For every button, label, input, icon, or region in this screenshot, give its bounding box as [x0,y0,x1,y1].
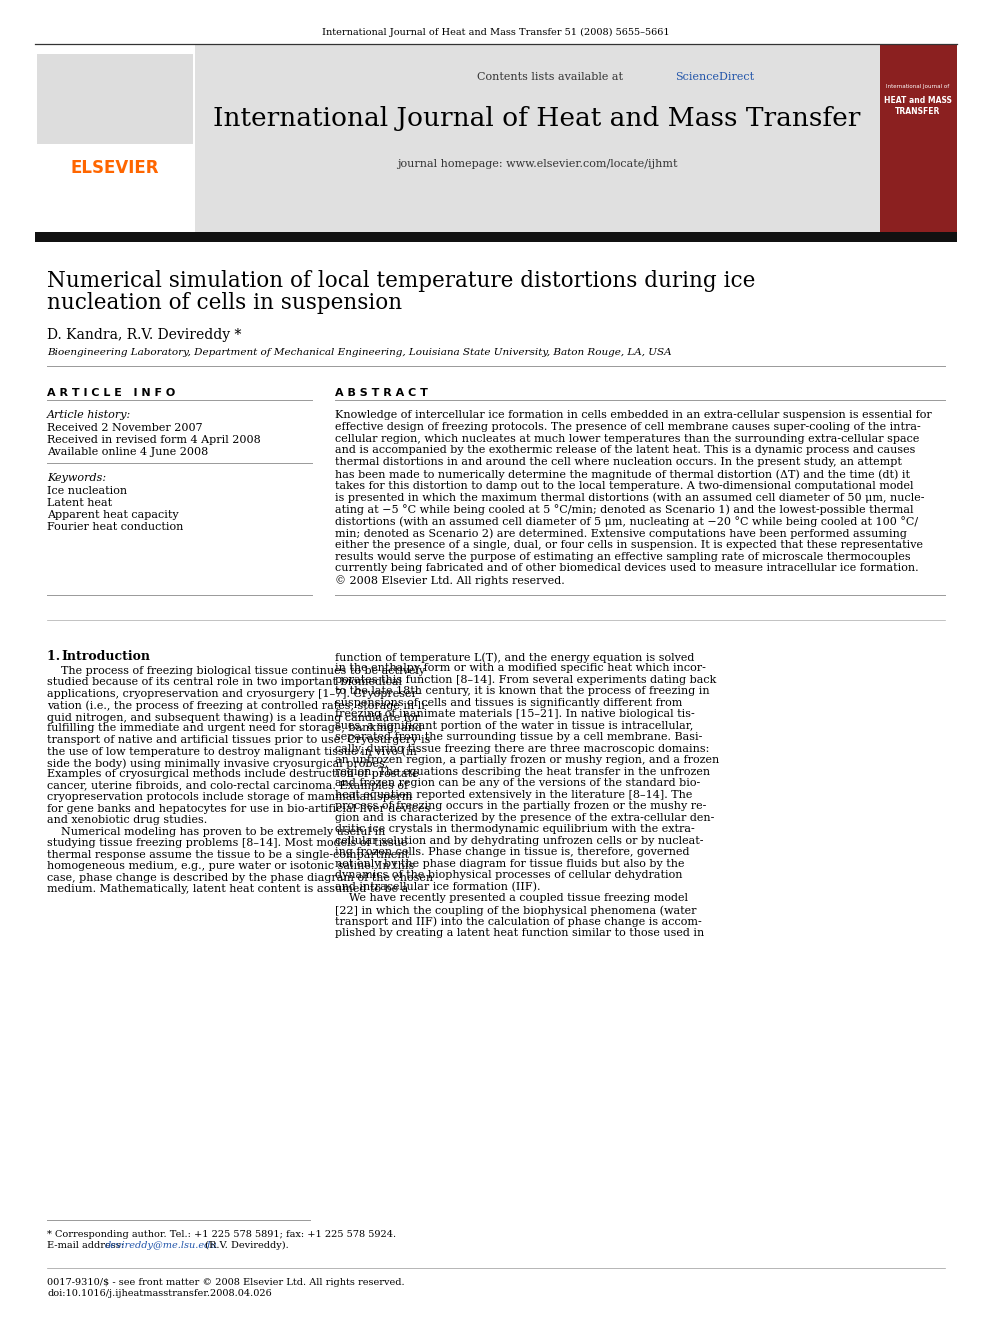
Text: is presented in which the maximum thermal distortions (with an assumed cell diam: is presented in which the maximum therma… [335,492,925,503]
Text: an unfrozen region, a partially frozen or mushy region, and a frozen: an unfrozen region, a partially frozen o… [335,755,719,766]
Text: quid nitrogen, and subsequent thawing) is a leading candidate for: quid nitrogen, and subsequent thawing) i… [47,712,420,722]
Text: (R.V. Devireddy).: (R.V. Devireddy). [202,1241,289,1250]
Text: TRANSFER: TRANSFER [896,107,940,116]
Text: function of temperature L(T), and the energy equation is solved: function of temperature L(T), and the en… [335,652,694,663]
Text: International Journal of Heat and Mass Transfer 51 (2008) 5655–5661: International Journal of Heat and Mass T… [322,28,670,37]
Text: region. The equations describing the heat transfer in the unfrozen: region. The equations describing the hea… [335,767,710,777]
Text: 1.: 1. [47,650,64,663]
Text: ing frozen cells. Phase change in tissue is, therefore, governed: ing frozen cells. Phase change in tissue… [335,848,689,857]
Text: freezing of inanimate materials [15–21]. In native biological tis-: freezing of inanimate materials [15–21].… [335,709,694,720]
Text: D. Kandra, R.V. Devireddy *: D. Kandra, R.V. Devireddy * [47,328,241,343]
Text: Introduction: Introduction [61,650,150,663]
Text: transport and IIF) into the calculation of phase change is accom-: transport and IIF) into the calculation … [335,917,701,927]
Text: takes for this distortion to damp out to the local temperature. A two-dimensiona: takes for this distortion to damp out to… [335,480,914,491]
Text: cellular solution and by dehydrating unfrozen cells or by nucleat-: cellular solution and by dehydrating unf… [335,836,703,845]
Text: distortions (with an assumed cell diameter of 5 μm, nucleating at −20 °C while b: distortions (with an assumed cell diamet… [335,516,919,527]
Text: vation (i.e., the process of freezing at controlled rates, storage in li-: vation (i.e., the process of freezing at… [47,700,429,710]
Text: Contents lists available at: Contents lists available at [477,71,627,82]
Text: gion and is characterized by the presence of the extra-cellular den-: gion and is characterized by the presenc… [335,814,714,823]
Text: Available online 4 June 2008: Available online 4 June 2008 [47,447,208,456]
Text: Latent heat: Latent heat [47,497,112,508]
Text: 0017-9310/$ - see front matter © 2008 Elsevier Ltd. All rights reserved.: 0017-9310/$ - see front matter © 2008 El… [47,1278,405,1287]
Text: E-mail address:: E-mail address: [47,1241,127,1250]
Text: medium. Mathematically, latent heat content is assumed to be a: medium. Mathematically, latent heat cont… [47,885,409,894]
Text: Numerical simulation of local temperature distortions during ice: Numerical simulation of local temperatur… [47,270,755,292]
Text: ELSEVIER: ELSEVIER [70,159,160,177]
Text: Keywords:: Keywords: [47,474,106,483]
Text: [22] in which the coupling of the biophysical phenomena (water: [22] in which the coupling of the biophy… [335,905,696,916]
Text: sues, a significant portion of the water in tissue is intracellular,: sues, a significant portion of the water… [335,721,693,732]
Text: Knowledge of intercellular ice formation in cells embedded in an extra-cellular : Knowledge of intercellular ice formation… [335,410,931,419]
Text: has been made to numerically determine the magnitude of thermal distortion (ΔT) : has been made to numerically determine t… [335,468,910,479]
Text: Ice nucleation: Ice nucleation [47,486,127,496]
Text: separated from the surrounding tissue by a cell membrane. Basi-: separated from the surrounding tissue by… [335,733,702,742]
Text: the use of low temperature to destroy malignant tissue in vivo (in-: the use of low temperature to destroy ma… [47,746,421,757]
Bar [880,44,957,232]
Text: cally, during tissue freezing there are three macroscopic domains:: cally, during tissue freezing there are … [335,744,709,754]
Text: Numerical modeling has proven to be extremely useful in: Numerical modeling has proven to be extr… [47,827,385,837]
Text: Apparent heat capacity: Apparent heat capacity [47,509,179,520]
Text: applications, cryopreservation and cryosurgery [1–7]. Cryopreser-: applications, cryopreservation and cryos… [47,689,421,699]
Text: heat equation reported extensively in the literature [8–14]. The: heat equation reported extensively in th… [335,790,692,800]
Text: not only by the phase diagram for tissue fluids but also by the: not only by the phase diagram for tissue… [335,859,684,869]
Text: to the late 18th century, it is known that the process of freezing in: to the late 18th century, it is known th… [335,687,709,696]
Text: for gene banks and hepatocytes for use in bio-artificial liver devices: for gene banks and hepatocytes for use i… [47,804,431,814]
Text: journal homepage: www.elsevier.com/locate/ijhmt: journal homepage: www.elsevier.com/locat… [397,159,678,169]
Text: Examples of cryosurgical methods include destruction of prostate: Examples of cryosurgical methods include… [47,770,419,779]
Text: dritic ice crystals in thermodynamic equilibrium with the extra-: dritic ice crystals in thermodynamic equ… [335,824,694,835]
Text: ating at −5 °C while being cooled at 5 °C/min; denoted as Scenario 1) and the lo: ating at −5 °C while being cooled at 5 °… [335,504,914,515]
Text: A R T I C L E   I N F O: A R T I C L E I N F O [47,388,176,398]
Text: plished by creating a latent heat function similar to those used in: plished by creating a latent heat functi… [335,927,704,938]
Text: results would serve the purpose of estimating an effective sampling rate of micr: results would serve the purpose of estim… [335,552,911,561]
Text: cancer, uterine fibroids, and colo-rectal carcinoma. Examples of: cancer, uterine fibroids, and colo-recta… [47,781,408,791]
Text: ScienceDirect: ScienceDirect [675,71,754,82]
Text: Article history:: Article history: [47,410,131,419]
Text: International Journal of: International Journal of [887,83,949,89]
Text: effective design of freezing protocols. The presence of cell membrane causes sup: effective design of freezing protocols. … [335,422,921,431]
Text: The process of freezing biological tissue continues to be actively: The process of freezing biological tissu… [47,665,426,676]
Text: process of freezing occurs in the partially frozen or the mushy re-: process of freezing occurs in the partia… [335,802,706,811]
Text: cryopreservation protocols include storage of mammalian sperm: cryopreservation protocols include stora… [47,792,413,803]
Text: thermal response assume the tissue to be a single-compartment: thermal response assume the tissue to be… [47,849,409,860]
Text: either the presence of a single, dual, or four cells in suspension. It is expect: either the presence of a single, dual, o… [335,540,923,550]
Text: We have recently presented a coupled tissue freezing model: We have recently presented a coupled tis… [335,893,688,904]
Text: porates this function [8–14]. From several experiments dating back: porates this function [8–14]. From sever… [335,675,716,685]
Text: dynamics of the biophysical processes of cellular dehydration: dynamics of the biophysical processes of… [335,871,682,881]
Text: devireddy@me.lsu.edu: devireddy@me.lsu.edu [105,1241,217,1250]
Text: thermal distortions in and around the cell where nucleation occurs. In the prese: thermal distortions in and around the ce… [335,458,902,467]
Text: Fourier heat conduction: Fourier heat conduction [47,523,184,532]
Text: studied because of its central role in two important biomedical: studied because of its central role in t… [47,677,402,688]
Text: Bioengineering Laboratory, Department of Mechanical Engineering, Louisiana State: Bioengineering Laboratory, Department of… [47,348,672,357]
Text: and frozen region can be any of the versions of the standard bio-: and frozen region can be any of the vers… [335,778,700,789]
Text: transport of native and artificial tissues prior to use. Cryosurgery is: transport of native and artificial tissu… [47,736,431,745]
Text: A B S T R A C T: A B S T R A C T [335,388,428,398]
Bar [35,44,195,232]
Text: cellular region, which nucleates at much lower temperatures than the surrounding: cellular region, which nucleates at much… [335,434,920,443]
Text: studying tissue freezing problems [8–14]. Most models of tissue: studying tissue freezing problems [8–14]… [47,839,408,848]
Bar [195,44,880,232]
Text: nucleation of cells in suspension: nucleation of cells in suspension [47,292,402,314]
Text: Received in revised form 4 April 2008: Received in revised form 4 April 2008 [47,435,261,445]
Text: doi:10.1016/j.ijheatmasstransfer.2008.04.026: doi:10.1016/j.ijheatmasstransfer.2008.04… [47,1289,272,1298]
Text: Received 2 November 2007: Received 2 November 2007 [47,423,202,433]
Text: side the body) using minimally invasive cryosurgical probes.: side the body) using minimally invasive … [47,758,388,769]
Text: and xenobiotic drug studies.: and xenobiotic drug studies. [47,815,207,826]
Text: fulfilling the immediate and urgent need for storage, banking, and: fulfilling the immediate and urgent need… [47,724,422,733]
Text: min; denoted as Scenario 2) are determined. Extensive computations have been per: min; denoted as Scenario 2) are determin… [335,528,907,538]
Text: HEAT and MASS: HEAT and MASS [884,97,952,105]
Text: case, phase change is described by the phase diagram of the chosen: case, phase change is described by the p… [47,873,434,882]
Text: homogeneous medium, e.g., pure water or isotonic saline. In this: homogeneous medium, e.g., pure water or … [47,861,415,872]
Text: © 2008 Elsevier Ltd. All rights reserved.: © 2008 Elsevier Ltd. All rights reserved… [335,576,564,586]
Text: suspensions of cells and tissues is significantly different from: suspensions of cells and tissues is sign… [335,699,682,708]
Text: currently being fabricated and of other biomedical devices used to measure intra: currently being fabricated and of other … [335,564,919,573]
Text: * Corresponding author. Tel.: +1 225 578 5891; fax: +1 225 578 5924.: * Corresponding author. Tel.: +1 225 578… [47,1230,396,1240]
Bar [35,232,957,242]
Text: and is accompanied by the exothermic release of the latent heat. This is a dynam: and is accompanied by the exothermic rel… [335,446,916,455]
Text: International Journal of Heat and Mass Transfer: International Journal of Heat and Mass T… [213,106,861,131]
Text: in the enthalpy form or with a modified specific heat which incor-: in the enthalpy form or with a modified … [335,664,706,673]
Bar [37,54,193,144]
Text: and intracellular ice formation (IIF).: and intracellular ice formation (IIF). [335,882,541,892]
